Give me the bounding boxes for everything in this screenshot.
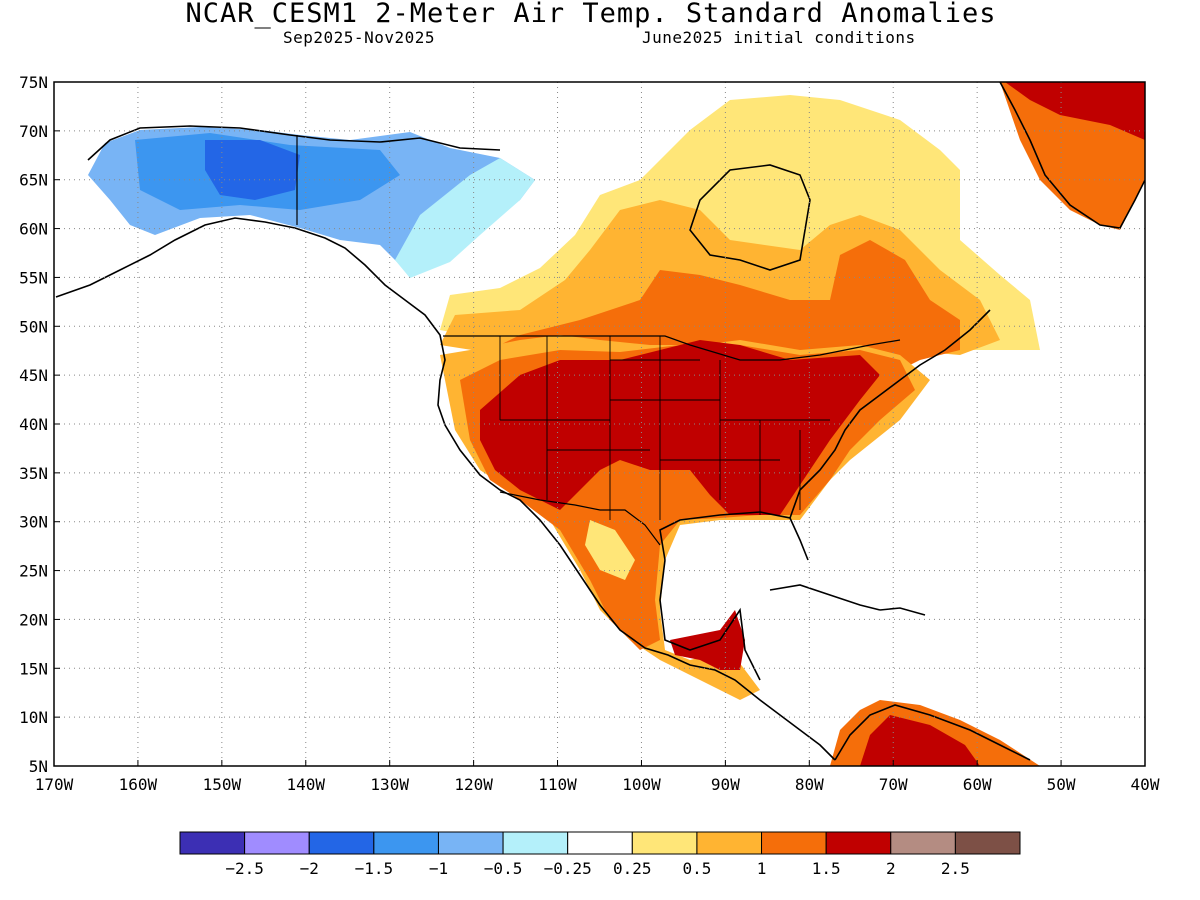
longitude-labels: 170W 160W 150W 140W 130W 120W 110W 100W 90W 80W 70…: [35, 760, 1160, 794]
lat-tick-label: 25N: [19, 562, 48, 581]
lat-tick-label: 55N: [19, 268, 48, 287]
legend-label: 1.5: [812, 859, 841, 878]
coastline-alaska: [55, 217, 836, 761]
legend-swatch: [567, 831, 633, 855]
lon-tick-label: 140W: [287, 775, 326, 794]
lon-tick-label: 110W: [538, 775, 577, 794]
legend-label: −0.25: [544, 859, 592, 878]
legend-swatch: [825, 831, 892, 855]
legend-label: 0.5: [682, 859, 711, 878]
lon-tick-label: 160W: [119, 775, 158, 794]
legend-swatch: [502, 831, 569, 855]
lon-tick-label: 80W: [795, 775, 824, 794]
coastline-alaska-north: [87, 125, 501, 161]
warm-region-greenland-strong: [1005, 82, 1145, 140]
borders: [296, 135, 901, 546]
coastline-gulf: [659, 511, 809, 561]
lon-tick-label: 130W: [370, 775, 409, 794]
legend-swatch: [373, 831, 439, 855]
coastline-south-america: [834, 704, 1031, 761]
warm-region-mexico-light: [585, 520, 635, 580]
lon-tick-label: 70W: [879, 775, 908, 794]
initial-conditions: June2025 initial conditions: [642, 28, 916, 47]
border-us-mexico: [499, 491, 661, 546]
legend-swatch: [308, 831, 375, 855]
border-state-lines: [499, 336, 830, 520]
legend-label: 2.5: [941, 859, 970, 878]
cold-region-alaska-light: [395, 158, 535, 278]
coastline-hispaniola: [879, 607, 926, 616]
lon-tick-label: 150W: [203, 775, 242, 794]
lon-tick-label: 170W: [35, 775, 74, 794]
lon-tick-label: 50W: [1047, 775, 1076, 794]
legend-swatch: [244, 831, 310, 855]
legend-swatch: [631, 831, 698, 855]
coastline-cuba: [769, 584, 881, 611]
lon-tick-label: 100W: [622, 775, 661, 794]
legend-label: −2: [300, 859, 319, 878]
warm-region-central-america: [670, 610, 745, 670]
legend-swatch: [761, 831, 827, 855]
legend-label: −0.5: [484, 859, 523, 878]
lat-tick-label: 15N: [19, 659, 48, 678]
lat-tick-label: 45N: [19, 366, 48, 385]
coastline-east: [789, 309, 991, 519]
latitude-labels: 75N 70N 65N 60N 55N 50N 45N 40N 35N 30N 25N 20N 15N 1…: [19, 73, 60, 776]
legend-label: −2.5: [225, 859, 264, 878]
legend-swatch: [179, 831, 246, 855]
legend-swatch: [954, 831, 1021, 855]
lat-tick-label: 75N: [19, 73, 48, 92]
lon-tick-label: 120W: [454, 775, 493, 794]
lat-tick-label: 65N: [19, 171, 48, 190]
coastline-greenland: [999, 82, 1145, 229]
lat-tick-label: 60N: [19, 220, 48, 239]
coastline-hudson-bay: [689, 164, 811, 271]
map-title: NCAR_CESM1 2-Meter Air Temp. Standard An…: [185, 0, 997, 29]
legend-label: −1: [429, 859, 448, 878]
warm-region-south-america-strong: [860, 715, 980, 766]
legend-label: 2: [886, 859, 896, 878]
legend-label: 1: [757, 859, 767, 878]
legend-swatch: [437, 831, 504, 855]
border-us-canada: [443, 335, 901, 361]
forecast-period: Sep2025-Nov2025: [283, 28, 435, 47]
legend-label: −1.5: [355, 859, 394, 878]
lat-tick-label: 70N: [19, 122, 48, 141]
lat-tick-label: 5N: [29, 757, 48, 776]
lon-tick-label: 90W: [711, 775, 740, 794]
lon-tick-label: 40W: [1131, 775, 1160, 794]
anomaly-field: [88, 82, 1145, 766]
legend-swatch: [696, 831, 763, 855]
warm-region-conus-strong: [480, 340, 880, 515]
cold-region-alaska-strong: [205, 140, 300, 200]
lat-tick-label: 20N: [19, 610, 48, 629]
lat-tick-label: 35N: [19, 464, 48, 483]
coastline-yucatan: [659, 559, 761, 681]
legend-swatch: [890, 831, 956, 855]
lat-tick-label: 30N: [19, 513, 48, 532]
lat-tick-label: 40N: [19, 415, 48, 434]
gridlines: [53, 81, 1146, 767]
legend-label: 0.25: [613, 859, 652, 878]
lat-tick-label: 50N: [19, 317, 48, 336]
lon-tick-label: 60W: [963, 775, 992, 794]
lat-tick-label: 10N: [19, 708, 48, 727]
coastlines: [55, 82, 1145, 761]
